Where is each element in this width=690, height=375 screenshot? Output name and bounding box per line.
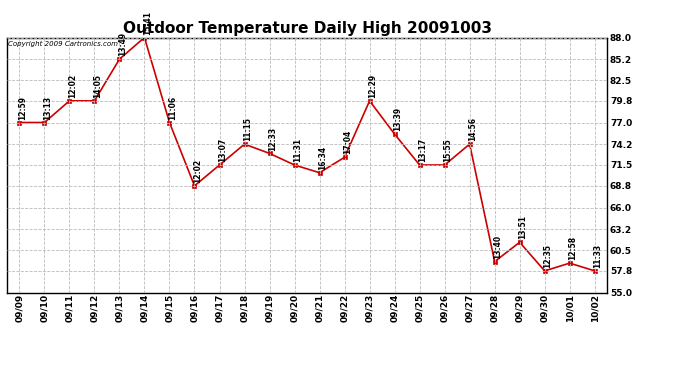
Text: 13:51: 13:51	[518, 216, 527, 240]
Text: 12:58: 12:58	[568, 236, 577, 260]
Text: 11:06: 11:06	[168, 96, 177, 120]
Text: 15:41: 15:41	[143, 11, 152, 35]
Text: 12:02: 12:02	[68, 74, 77, 98]
Text: 13:07: 13:07	[218, 138, 227, 162]
Text: 12:02: 12:02	[193, 159, 201, 183]
Title: Outdoor Temperature Daily High 20091003: Outdoor Temperature Daily High 20091003	[123, 21, 491, 36]
Text: 11:15: 11:15	[243, 117, 252, 141]
Text: 16:34: 16:34	[318, 146, 327, 170]
Text: 11:31: 11:31	[293, 138, 302, 162]
Text: 13:13: 13:13	[43, 96, 52, 120]
Text: 12:33: 12:33	[268, 126, 277, 151]
Text: 12:35: 12:35	[543, 244, 552, 268]
Text: 12:29: 12:29	[368, 74, 377, 98]
Text: 13:17: 13:17	[418, 138, 427, 162]
Text: 14:56: 14:56	[468, 117, 477, 141]
Text: 12:59: 12:59	[18, 96, 27, 120]
Text: 13:40: 13:40	[493, 235, 502, 259]
Text: 13:39: 13:39	[393, 107, 402, 131]
Text: 17:04: 17:04	[343, 130, 352, 154]
Text: 15:55: 15:55	[443, 138, 452, 162]
Text: 11:33: 11:33	[593, 244, 602, 268]
Text: 13:49: 13:49	[118, 32, 127, 56]
Text: 14:05: 14:05	[92, 74, 101, 98]
Text: Copyright 2009 Cartronics.com: Copyright 2009 Cartronics.com	[8, 41, 118, 47]
